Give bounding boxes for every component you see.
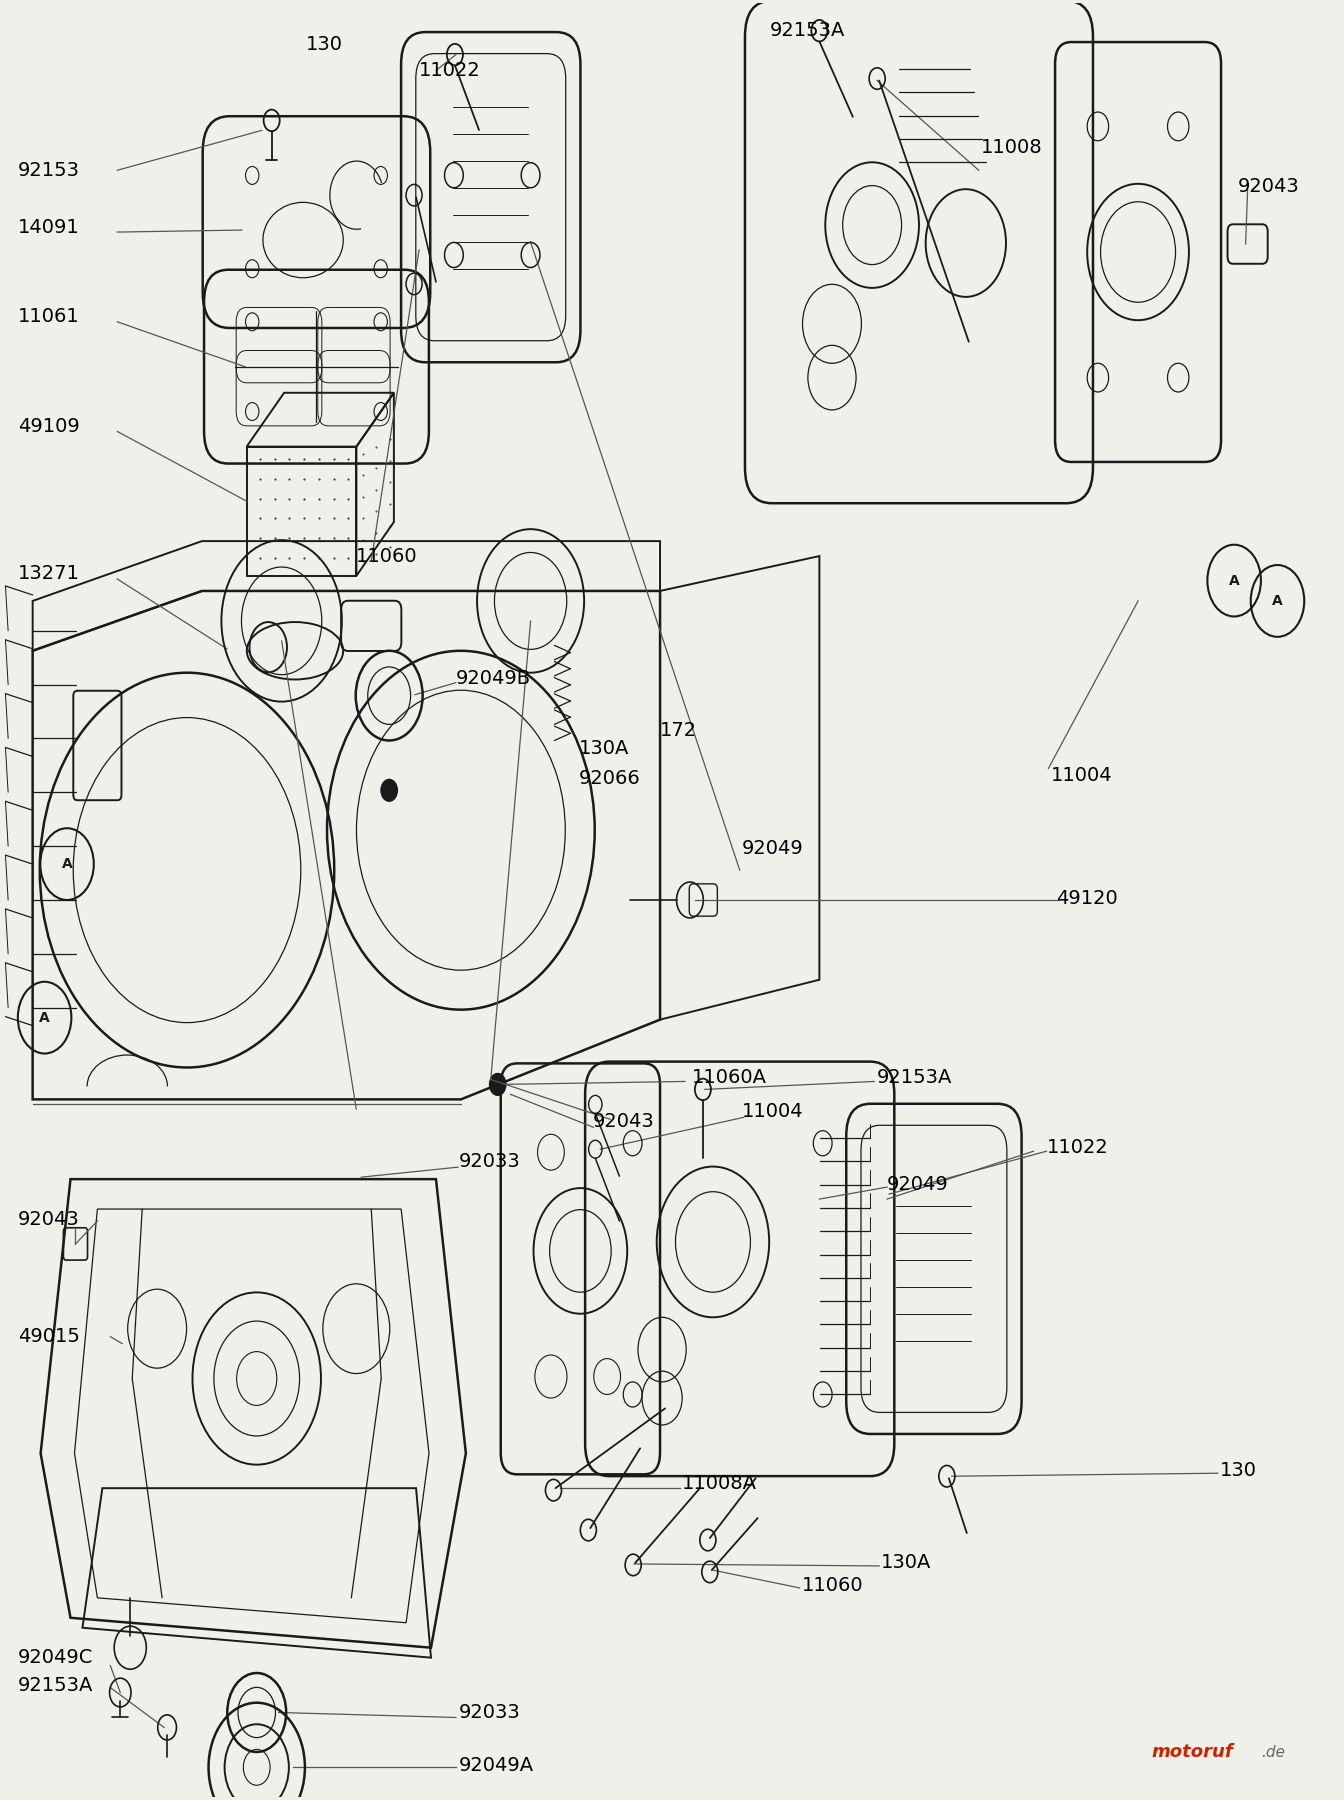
Text: 130: 130 — [1220, 1462, 1257, 1480]
Text: 13271: 13271 — [17, 563, 79, 583]
Text: 92153A: 92153A — [17, 1676, 93, 1696]
Text: 92049A: 92049A — [458, 1755, 534, 1775]
Text: A: A — [62, 857, 73, 871]
Text: 11060A: 11060A — [692, 1067, 767, 1087]
Text: 130A: 130A — [578, 740, 629, 758]
Text: 92049: 92049 — [742, 839, 804, 857]
Text: 92043: 92043 — [1238, 176, 1300, 196]
Text: 92049C: 92049C — [17, 1649, 93, 1667]
Text: 49015: 49015 — [17, 1327, 79, 1346]
Text: 92153A: 92153A — [878, 1067, 953, 1087]
Text: 11061: 11061 — [17, 308, 79, 326]
Text: 92153: 92153 — [17, 160, 79, 180]
Text: A: A — [39, 1010, 50, 1024]
Text: 11004: 11004 — [742, 1102, 804, 1121]
Text: 11008: 11008 — [981, 139, 1043, 157]
Circle shape — [489, 1073, 505, 1094]
Text: A: A — [1273, 594, 1284, 608]
Text: .de: .de — [1261, 1744, 1285, 1760]
Text: motoruf: motoruf — [1152, 1744, 1232, 1762]
Text: 11004: 11004 — [1051, 765, 1111, 785]
Text: 172: 172 — [660, 722, 698, 740]
Text: 130A: 130A — [882, 1553, 931, 1573]
Text: 92033: 92033 — [458, 1703, 520, 1723]
Text: 14091: 14091 — [17, 218, 79, 236]
Text: 11060: 11060 — [356, 547, 418, 565]
Text: 11060: 11060 — [801, 1577, 863, 1595]
Circle shape — [382, 779, 398, 801]
Text: 49120: 49120 — [1056, 889, 1118, 907]
Text: 92033: 92033 — [458, 1152, 520, 1170]
Text: 130: 130 — [306, 36, 343, 54]
Text: 11022: 11022 — [1047, 1138, 1109, 1157]
Text: 92043: 92043 — [593, 1112, 655, 1130]
Text: 92049B: 92049B — [456, 670, 531, 688]
Text: 11022: 11022 — [419, 61, 481, 79]
Text: A: A — [1228, 574, 1239, 587]
Text: 92049: 92049 — [887, 1175, 949, 1193]
Text: 92043: 92043 — [17, 1210, 79, 1229]
Text: 11008A: 11008A — [681, 1474, 757, 1492]
Text: 49109: 49109 — [17, 418, 79, 436]
Text: 92153A: 92153A — [770, 22, 845, 40]
Text: 92066: 92066 — [578, 769, 640, 788]
